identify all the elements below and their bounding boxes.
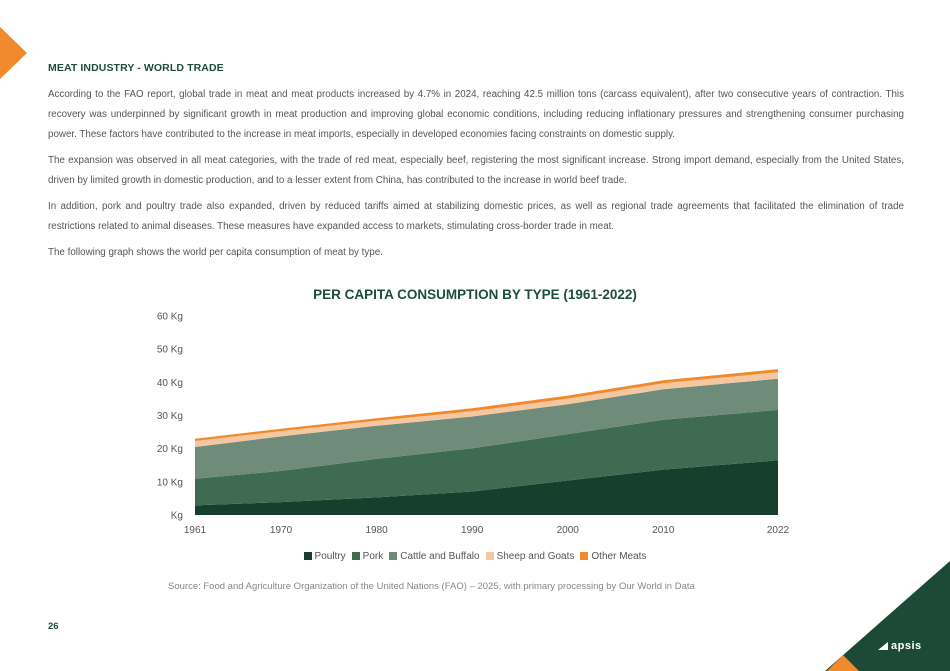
legend-item: Sheep and Goats (485, 551, 575, 562)
x-tick-label: 1970 (270, 525, 293, 536)
legend-label: Pork (362, 551, 384, 562)
y-tick-label: 40 Kg (157, 378, 183, 389)
legend-label: Sheep and Goats (496, 551, 575, 562)
logo-text: apsis (891, 640, 922, 652)
y-tick-label: 30 Kg (157, 411, 183, 422)
corner-decoration-green (825, 561, 950, 671)
body-text: According to the FAO report, global trad… (48, 85, 904, 269)
chart-title: PER CAPITA CONSUMPTION BY TYPE (1961-202… (313, 287, 637, 302)
source-note: Source: Food and Agriculture Organizatio… (168, 581, 695, 592)
legend-swatch (351, 552, 360, 560)
corner-decoration-orange-bottom (827, 655, 859, 671)
x-tick-label: 1990 (461, 525, 484, 536)
area-series-cattle-and-buffalo (195, 378, 778, 479)
x-tick-label: 1980 (365, 525, 388, 536)
area-series-sheep-and-goats (195, 372, 778, 447)
legend-item: Cattle and Buffalo (389, 551, 480, 562)
y-tick-label: 10 Kg (157, 477, 183, 488)
y-tick-label: Kg (171, 511, 183, 522)
paragraph-4: The following graph shows the world per … (48, 247, 383, 258)
logo-mark-icon (878, 642, 888, 650)
page-number: 26 (48, 621, 59, 632)
area-chart: Kg 10 Kg 20 Kg 30 Kg 40 Kg 50 Kg 60 Kg 1961 197… (157, 312, 790, 537)
legend-swatch (485, 552, 494, 560)
section-title: MEAT INDUSTRY - WORLD TRADE (48, 62, 224, 74)
corner-decoration-orange (0, 27, 27, 79)
y-tick-label: 20 Kg (157, 444, 183, 455)
apsis-logo: apsis (878, 640, 922, 652)
legend-item: Poultry (303, 551, 346, 562)
legend-item: Pork (351, 551, 384, 562)
y-tick-label: 60 Kg (157, 312, 183, 323)
paragraph-1: According to the FAO report, global trad… (48, 89, 904, 140)
legend-swatch (389, 552, 398, 560)
chart-legend: Poultry Pork Cattle and Buffalo Sheep and G… (0, 551, 950, 562)
x-tick-label: 2022 (767, 525, 790, 536)
y-tick-label: 50 Kg (157, 345, 183, 356)
area-series-poultry (195, 460, 778, 515)
area-series-pork (195, 409, 778, 506)
x-tick-label: 1961 (184, 525, 207, 536)
legend-swatch (303, 552, 312, 560)
x-tick-label: 2010 (652, 525, 675, 536)
area-series-other-meats (195, 369, 778, 441)
x-tick-label: 2000 (557, 525, 580, 536)
paragraph-3: In addition, pork and poultry trade also… (48, 201, 904, 232)
legend-swatch (580, 552, 589, 560)
paragraph-2: The expansion was observed in all meat c… (48, 155, 904, 186)
legend-label: Cattle and Buffalo (400, 551, 480, 562)
legend-label: Other Meats (591, 551, 647, 562)
legend-label: Poultry (314, 551, 346, 562)
legend-item: Other Meats (580, 551, 646, 562)
